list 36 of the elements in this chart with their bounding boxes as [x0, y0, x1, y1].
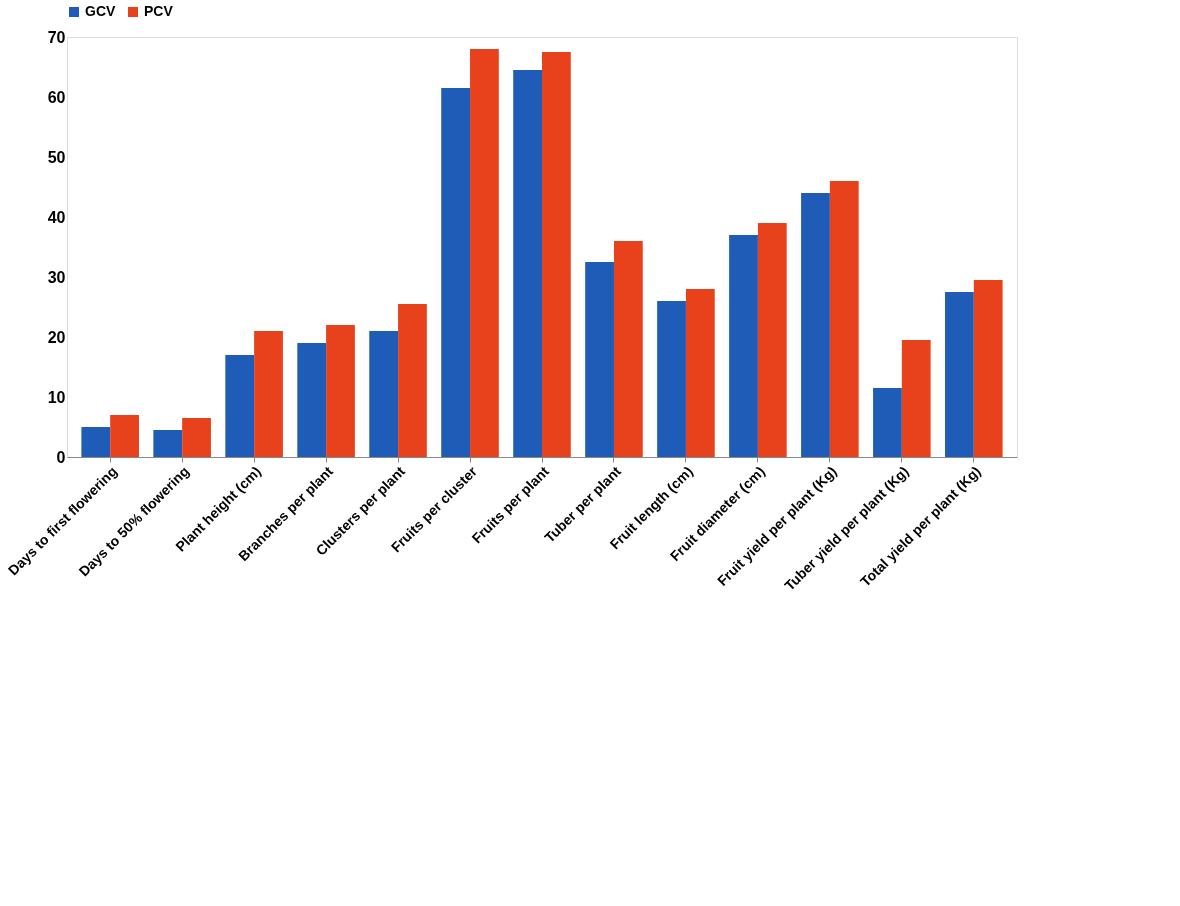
y-tick-label: 60: [47, 88, 66, 106]
y-tick-label: 0: [56, 448, 66, 466]
bar: [254, 331, 283, 457]
bar: [613, 241, 643, 457]
bar: [225, 355, 255, 457]
bar: [369, 331, 399, 457]
bar: [326, 325, 355, 457]
bar: [729, 235, 758, 457]
bar: [973, 280, 1003, 457]
y-tick-label: 70: [47, 28, 66, 46]
bar: [945, 292, 974, 457]
bar: [153, 430, 183, 457]
bar: [829, 181, 859, 457]
y-tick-label: 40: [47, 208, 66, 226]
bar: [685, 289, 715, 457]
y-tick-label: 30: [47, 268, 66, 286]
bar: [81, 427, 111, 457]
bar: [110, 415, 139, 457]
bar: [801, 193, 830, 457]
legend-label: GCV: [85, 3, 116, 19]
bar: [470, 49, 499, 457]
bar: [657, 301, 686, 457]
bar: [757, 223, 787, 457]
bar: [873, 388, 902, 457]
bar: [901, 340, 931, 457]
bar: [513, 70, 542, 457]
bar: [542, 52, 571, 457]
y-tick-label: 20: [47, 328, 66, 346]
bar: [441, 88, 471, 457]
bar: [398, 304, 427, 457]
bar: [585, 262, 614, 457]
bar: [182, 418, 211, 457]
legend-label: PCV: [144, 3, 174, 19]
y-tick-label: 10: [47, 388, 66, 406]
bar: [297, 343, 327, 457]
y-tick-label: 50: [47, 148, 66, 166]
